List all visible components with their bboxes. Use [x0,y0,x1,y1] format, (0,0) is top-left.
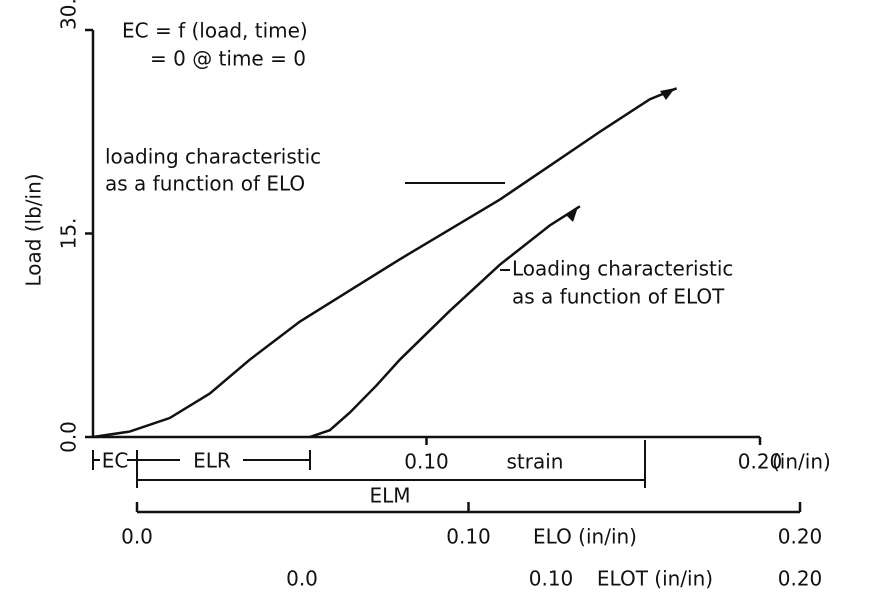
annotation: = 0 @ time = 0 [150,47,306,71]
y-axis-label: Load (lb/in) [22,173,46,286]
annotation: strain [507,450,564,474]
x-tick-label: 0.20 [778,567,823,591]
data-line [309,205,581,439]
y-tick-label: 0.0 [57,421,81,453]
annotation: as a function of ELOT [512,285,725,309]
x-tick-label: 0.20 [738,450,783,474]
annotation: ELR [193,449,231,473]
x-tick-label: 0.10 [404,450,449,474]
y-tick-label: 30. [57,0,81,30]
x-tick-label: 0.10 [529,567,574,591]
annotation: ELM [369,484,410,508]
axis-label: ELOT (in/in) [597,567,713,591]
annotation: EC = f (load, time) [122,19,308,43]
annotation: loading characteristic [105,145,321,169]
x-tick-label: 0.0 [121,525,153,549]
x-tick-label: 0.20 [778,525,823,549]
data-line [92,87,678,439]
y-tick-label: 15. [57,218,81,250]
annotation: EC [102,449,129,473]
axis-label: ELO (in/in) [533,525,637,549]
x-tick-label: 0.0 [286,567,318,591]
x-axis-label: (in/in) [772,450,831,474]
x-tick-label: 0.10 [446,525,491,549]
brackets [92,182,646,488]
annotation: Loading characteristic [512,257,733,281]
annotation: as a function of ELO [105,172,305,196]
